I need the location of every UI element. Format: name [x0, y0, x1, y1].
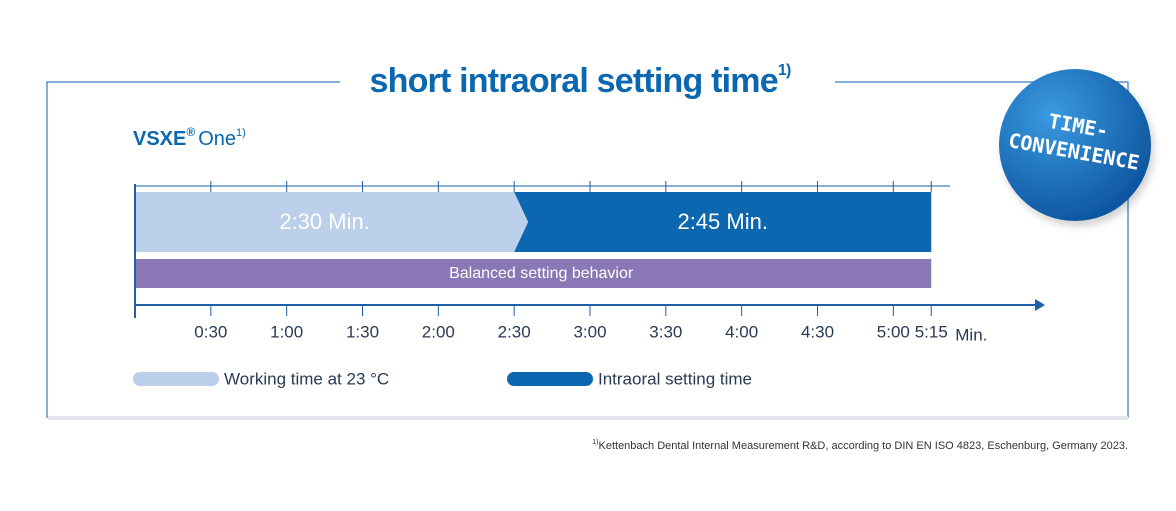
title-sup: 1): [778, 62, 791, 79]
x-tick-label: 5:00: [877, 322, 910, 341]
product-sup: 1): [236, 127, 246, 139]
x-axis-label: Min.: [955, 325, 987, 344]
product-name: One: [198, 128, 236, 150]
band-label: Balanced setting behavior: [449, 265, 634, 282]
x-tick-label: 2:00: [422, 322, 455, 341]
legend-swatch: [507, 372, 593, 386]
badge: TIME- CONVENIENCE: [999, 69, 1151, 221]
x-tick-label: 3:00: [573, 322, 606, 341]
x-tick-label: 5:15: [915, 322, 948, 341]
band: [135, 259, 932, 288]
product-mark: ®: [186, 125, 195, 139]
legend-swatch: [133, 372, 219, 386]
value-label: 2:45 Min.: [677, 209, 768, 234]
legend-label: Intraoral setting time: [598, 369, 752, 388]
bar-segment: [514, 192, 932, 252]
bar-segment: [135, 192, 529, 252]
x-tick-label: 1:00: [270, 322, 303, 341]
x-tick-label: 0:30: [194, 322, 227, 341]
product-brand: VSXE: [133, 128, 186, 150]
footnote-text: Kettenbach Dental Internal Measurement R…: [599, 440, 1129, 452]
frame-shadow: [48, 416, 1128, 420]
title-text: short intraoral setting time: [370, 62, 778, 100]
plot: 2:45 Min. 2:30 Min. Balanced setting behav…: [133, 181, 1045, 388]
product: VSXE® One1): [133, 125, 246, 150]
x-tick-label: 3:30: [649, 322, 682, 341]
x-tick-label: 2:30: [498, 322, 531, 341]
footnote: 1)Kettenbach Dental Internal Measurement…: [592, 439, 1128, 452]
axis-arrow: [1035, 299, 1045, 311]
title: short intraoral setting time1): [370, 62, 791, 100]
x-tick-label: 4:30: [801, 322, 834, 341]
badge-circle: [999, 69, 1151, 221]
x-tick-label: 1:30: [346, 322, 379, 341]
value-label: 2:30 Min.: [279, 209, 370, 234]
x-tick-label: 4:00: [725, 322, 758, 341]
legend-label: Working time at 23 °C: [224, 369, 389, 388]
footnote-sup: 1): [592, 439, 598, 446]
